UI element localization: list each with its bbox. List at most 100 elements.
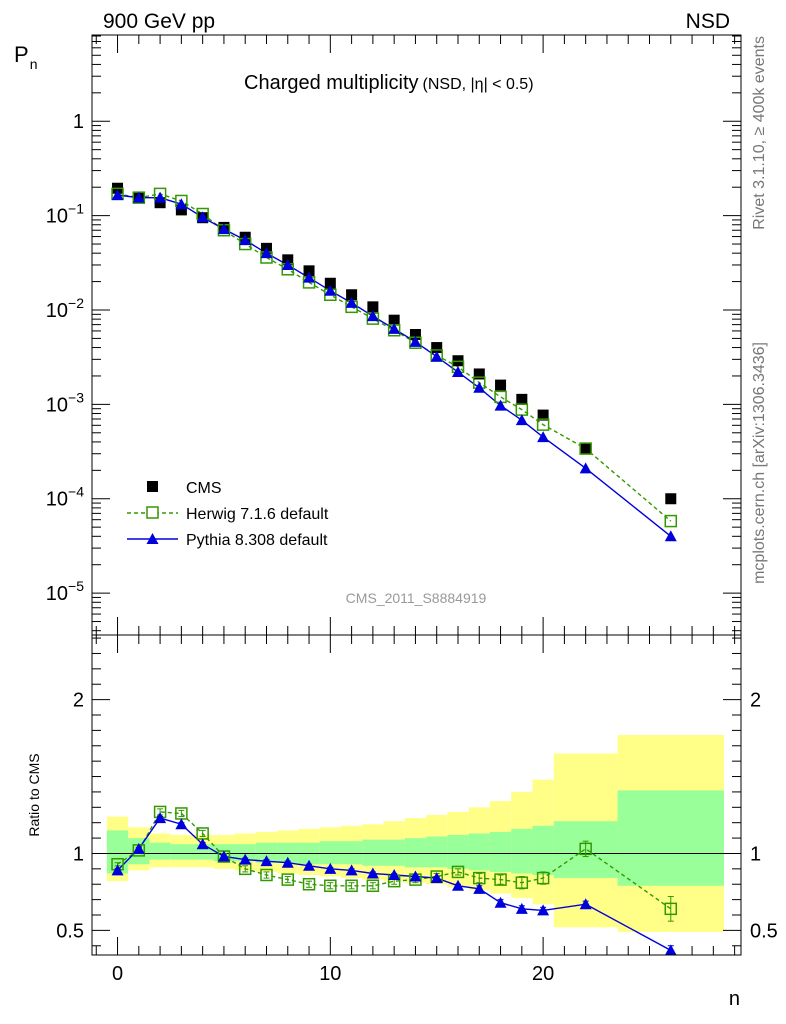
ratio-point-pythia: [217, 850, 230, 862]
analysis-watermark: CMS_2011_S8884919: [346, 590, 487, 606]
ratio-point-pythia: [260, 855, 273, 867]
band-stat: [362, 839, 384, 866]
band-stat: [170, 844, 193, 860]
ratio-point-pythia: [388, 869, 401, 880]
data-point-cms: [516, 393, 528, 405]
ratio-point-pythia: [473, 882, 486, 894]
data-point-herwig: [536, 418, 550, 431]
legend-label-pythia: Pythia 8.308 default: [186, 532, 328, 549]
ratio-point-pythia: [324, 862, 337, 874]
ratio-y-axis-label: Ratio to CMS: [26, 753, 42, 836]
data-point-pythia: [409, 335, 422, 347]
ratio-tick-labels: 0.5 0.51 12 20 10 20: [56, 690, 778, 985]
ratio-point-herwig: [579, 842, 592, 856]
band-stat: [511, 828, 533, 874]
data-point-pythia: [281, 258, 294, 270]
legend-entry-cms: CMS: [147, 480, 222, 497]
ratio-point-herwig: [324, 879, 337, 893]
data-point-pythia: [515, 414, 528, 426]
legend-entry-pythia: Pythia 8.308 default: [127, 532, 328, 549]
y-tick-label: 10−2: [46, 295, 84, 322]
data-point-cms: [665, 493, 677, 505]
data-point-cms: [431, 342, 443, 354]
ratio-point-pythia: [537, 904, 550, 916]
legend-marker-pythia: [146, 533, 159, 544]
y-axis-label-main: P: [14, 42, 29, 67]
legend-marker-herwig: [146, 506, 159, 519]
y-axis-label: Pn: [14, 42, 37, 72]
header-process-label: NSD: [686, 10, 730, 33]
data-point-cms: [473, 368, 485, 380]
main-panel: 10−510−410−310−210−11 Pn Charged multipl…: [14, 35, 741, 635]
band-stat: [468, 833, 490, 871]
band-stat: [277, 842, 299, 863]
data-point-cms: [580, 443, 592, 455]
ratio-point-pythia: [111, 864, 124, 876]
y-tick-label: 10−5: [46, 578, 84, 605]
side-label-mcplots: mcplots.cern.ch [arXiv:1306.3436]: [751, 342, 768, 584]
data-point-herwig: [579, 442, 592, 455]
band-stat: [319, 841, 341, 865]
y-tick-label-base: 10: [46, 206, 68, 228]
data-point-cms: [346, 289, 358, 301]
band-stat: [489, 831, 512, 872]
data-point-cms: [409, 328, 421, 340]
band-stat: [340, 841, 363, 865]
ratio-series-line-0: [117, 811, 672, 910]
ratio-point-pythia: [579, 898, 592, 910]
x-tick-label: 0: [112, 963, 123, 985]
y-tick-label-exponent: −4: [68, 484, 84, 500]
chart-title-main: Charged multiplicity: [244, 72, 419, 94]
band-stat: [383, 839, 405, 866]
y-tick-label-base: 1: [73, 111, 84, 133]
ratio-series-markers: [111, 805, 678, 955]
data-point-pythia: [366, 310, 379, 322]
band-stat: [404, 838, 427, 868]
data-point-herwig: [515, 403, 529, 416]
data-point-pythia: [430, 350, 443, 362]
legend-entry-herwig: Herwig 7.1.6 default: [127, 506, 329, 523]
ratio-y-tick-label-right: 2: [750, 690, 761, 712]
ratio-point-herwig: [536, 871, 550, 885]
ratio-panel: 0.5 0.51 12 20 10 20 Ratio to CMS n: [26, 635, 778, 1010]
ratio-point-herwig: [451, 865, 465, 879]
y-tick-label: 10−4: [46, 484, 84, 511]
data-point-pythia: [451, 366, 464, 378]
data-point-pythia: [664, 530, 677, 542]
ratio-point-herwig: [664, 902, 678, 916]
data-point-pythia: [537, 431, 550, 443]
data-point-cms: [175, 204, 187, 216]
data-point-cms: [537, 409, 549, 421]
data-point-cms: [154, 197, 166, 209]
band-stat: [255, 842, 278, 863]
ratio-point-herwig: [515, 876, 529, 889]
data-point-pythia: [579, 462, 592, 474]
ratio-point-herwig: [302, 877, 316, 891]
y-tick-label: 10−1: [46, 201, 84, 228]
ratio-point-pythia: [132, 842, 145, 854]
x-axis-label: n: [729, 988, 740, 1010]
ratio-point-pythia: [281, 856, 294, 868]
side-label-rivet: Rivet 3.1.10, ≥ 400k events: [751, 36, 768, 230]
ratio-y-tick-label-left: 1: [73, 843, 84, 865]
band-stat: [447, 835, 469, 869]
ratio-point-pythia: [239, 853, 252, 865]
y-tick-label-exponent: −1: [68, 201, 84, 217]
y-tick-label-base: 10: [46, 394, 68, 416]
ratio-point-pythia: [451, 879, 464, 891]
x-tick-label: 10: [319, 963, 341, 985]
ratio-point-pythia: [409, 870, 422, 882]
legend-label-cms: CMS: [186, 480, 222, 497]
data-point-herwig: [664, 514, 678, 528]
data-point-pythia: [217, 223, 230, 235]
data-point-cms: [324, 277, 336, 289]
chart-subtitle: (NSD, |η| < 0.5): [423, 76, 534, 93]
data-point-pythia: [303, 271, 316, 283]
ratio-plot-frame: [91, 634, 742, 956]
y-tick-label: 1: [73, 111, 84, 133]
band-stat: [149, 842, 171, 860]
ratio-point-herwig: [260, 868, 273, 882]
ratio-axis-ticks: [92, 635, 741, 955]
band-stat: [617, 790, 724, 886]
